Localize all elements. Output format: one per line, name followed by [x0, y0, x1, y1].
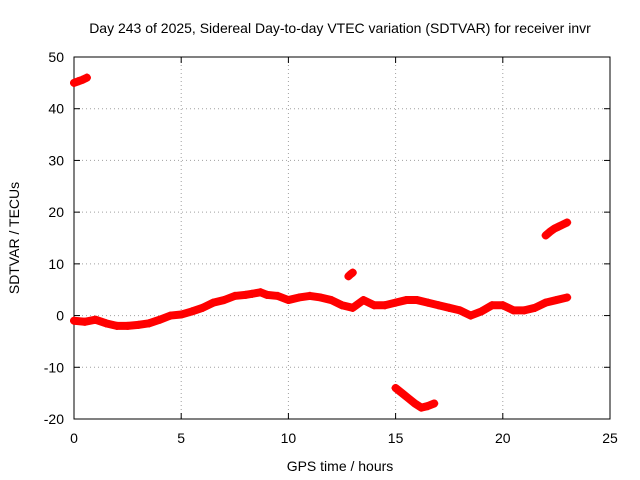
chart-title: Day 243 of 2025, Sidereal Day-to-day VTE…	[89, 20, 591, 36]
series-main-trace	[70, 288, 572, 330]
point-cluster	[70, 288, 572, 330]
y-tick-label: -10	[44, 359, 64, 375]
x-tick-label: 20	[495, 430, 511, 446]
series-offset-cluster-c	[391, 383, 439, 412]
point-cluster	[391, 383, 439, 412]
x-axis-title: GPS time / hours	[287, 458, 394, 474]
y-tick-label: 40	[48, 101, 64, 117]
series-offset-cluster-b	[344, 268, 357, 281]
y-tick-label: -20	[44, 411, 64, 427]
data-points	[70, 73, 572, 412]
series-offset-cluster-a	[70, 73, 91, 87]
y-tick-label: 20	[48, 204, 64, 220]
grid-lines	[74, 57, 610, 419]
x-tick-label: 15	[388, 430, 404, 446]
point-cluster	[541, 218, 572, 240]
x-tick-label: 0	[70, 430, 78, 446]
y-tick-label: 50	[48, 49, 64, 65]
x-tick-label: 10	[281, 430, 297, 446]
series-offset-cluster-d	[541, 218, 572, 240]
point-cluster	[344, 268, 357, 281]
x-tick-label: 25	[602, 430, 618, 446]
axis-ticks: 0 5 10 15 20 25 -20 -10 0 10 20 30 40 50	[44, 49, 618, 446]
y-tick-label: 30	[48, 152, 64, 168]
point-cluster	[70, 73, 91, 87]
x-tick-label: 5	[177, 430, 185, 446]
y-axis-title: SDTVAR / TECUs	[6, 182, 22, 294]
plot-frame	[73, 56, 611, 420]
y-tick-label: 0	[56, 308, 64, 324]
y-tick-label: 10	[48, 256, 64, 272]
